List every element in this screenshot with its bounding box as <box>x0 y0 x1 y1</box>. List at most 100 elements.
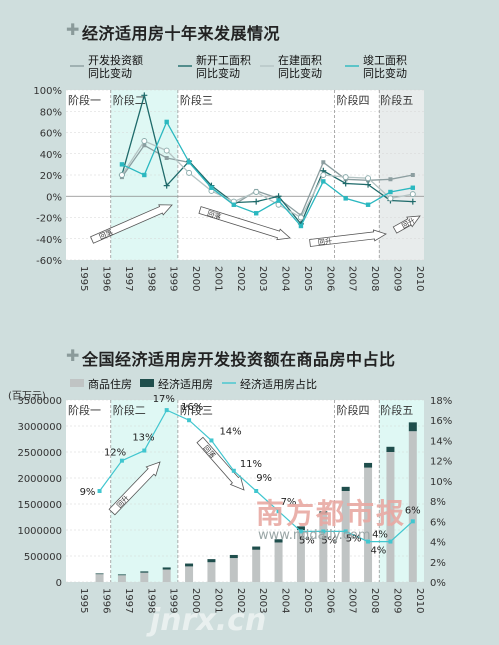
chart2-ytick-label: 3500000 <box>17 396 62 407</box>
chart1-point <box>321 179 326 184</box>
chart1-point <box>410 185 416 190</box>
chart1-point <box>321 160 326 165</box>
chart2-xtick-label: 2002 <box>235 588 246 613</box>
chart2-y2tick-label: 6% <box>430 517 446 528</box>
chart2-share-label: 17% <box>153 394 175 405</box>
chart2-share-point <box>97 489 102 493</box>
chart2-share-label: 9% <box>256 473 272 484</box>
chart1-phase-label: 阶段二 <box>113 93 146 107</box>
chart2-share-point <box>231 468 236 473</box>
chart2-share-label: 5% <box>346 533 362 544</box>
chart2-share-point <box>209 438 214 443</box>
chart2-xtick-label: 2009 <box>391 588 402 613</box>
chart1-point <box>186 160 192 165</box>
chart2-share-point <box>187 418 192 423</box>
chart1-xtick-label: 1998 <box>145 266 156 291</box>
chart2-bar-commercial <box>162 569 171 582</box>
chart1-xtick-label: 2007 <box>347 266 358 291</box>
chart1-point <box>342 174 349 181</box>
chart2-bar-affordable <box>408 422 417 432</box>
chart2-share-label: 16% <box>181 402 203 413</box>
chart2-share-label: 5% <box>299 535 315 546</box>
chart1-point <box>365 175 372 182</box>
chart2-bar-affordable <box>229 554 238 559</box>
chart2-share-label: 4% <box>370 546 386 557</box>
chart2-y2tick-label: 2% <box>430 558 446 569</box>
chart1-point <box>365 202 371 207</box>
chart1-point <box>141 92 148 99</box>
chart2-legend-swatch <box>140 379 154 387</box>
chart2-share-point <box>254 489 259 493</box>
chart2-share-point <box>321 529 326 534</box>
chart1-arrow-4-shape <box>392 215 421 234</box>
chart2-ytick-label: 0 <box>56 578 62 589</box>
chart2-phase-label: 阶段四 <box>337 403 370 417</box>
chart2-bar-commercial <box>95 574 104 582</box>
chart2-phase-label: 阶段二 <box>113 403 146 417</box>
chart1-xtick-label: 2008 <box>369 266 380 291</box>
chart1-arrow-2-shape <box>198 206 291 241</box>
chart1-point <box>410 173 415 177</box>
chart2-phase-label: 阶段一 <box>68 403 101 417</box>
chart2-xtick-label: 2004 <box>280 588 291 613</box>
chart1-point <box>142 172 147 178</box>
chart2-bar-commercial <box>140 572 149 582</box>
chart1-point <box>186 169 193 176</box>
chart2-bar-commercial <box>207 562 216 582</box>
chart1-xtick-label: 2006 <box>324 266 335 291</box>
chart2-legend-label: 商品住房 <box>88 377 132 391</box>
chart2-share-point <box>410 519 415 524</box>
chart1-xtick-label: 2003 <box>257 266 268 291</box>
chart2-bar-affordable <box>162 567 171 570</box>
chart2-bar-commercial <box>408 431 417 582</box>
chart2-ytick-label: 2500000 <box>17 448 62 459</box>
chart1-svg: 阶段一 阶段二 阶段三 阶段四 阶段五 100% 80% 60% 40% 20% 0% -20% -40… <box>33 53 424 291</box>
chart2-xtick-label: 1997 <box>123 588 134 613</box>
chart1-point <box>298 223 304 229</box>
chart2-bar-affordable <box>386 446 395 452</box>
chart2-y2tick-label: 10% <box>430 477 452 488</box>
plus-icon-2: ✚ <box>66 346 80 365</box>
chart1-point <box>320 172 327 178</box>
chart1-point <box>275 193 282 200</box>
chart1-ytick-label: -40% <box>36 235 62 246</box>
chart1-point <box>141 138 148 144</box>
chart2-share-point <box>119 458 124 463</box>
chart1-series-line-1 <box>121 144 413 217</box>
chart1-arrow-3-shape <box>309 229 387 247</box>
chart2-xtick-label: 2000 <box>190 588 201 613</box>
chart2-xtick-label: 2001 <box>212 588 223 613</box>
chart2-xtick-label: 2007 <box>347 588 358 613</box>
chart2-arrow-2-shape <box>196 436 245 491</box>
chart1-point <box>388 189 393 195</box>
chart2-bar-commercial <box>252 549 261 582</box>
chart2-share-point <box>298 529 303 534</box>
chart2-bar-commercial <box>274 542 283 582</box>
chart2-phase-label: 阶段五 <box>380 403 413 417</box>
chart2-bar-affordable <box>185 563 194 567</box>
chart2-bar-affordable <box>364 462 373 468</box>
chart2-bar-commercial <box>296 530 305 582</box>
chart2-bar-affordable <box>296 526 305 530</box>
chart2-y2tick-label: 12% <box>430 457 452 468</box>
watermark-site: www.nddaily.com <box>258 528 371 543</box>
chart2-y2tick-label: 18% <box>430 396 452 407</box>
chart2-bar-commercial <box>319 514 328 582</box>
chart1-point <box>164 119 169 125</box>
chart2-legend-swatch <box>70 379 84 387</box>
chart2-y2tick-label: 16% <box>430 416 452 427</box>
chart2-xtick-label: 2008 <box>369 588 380 613</box>
chart2-bar-commercial <box>185 566 194 582</box>
chart1-point <box>388 177 393 182</box>
chart2-share-label: 14% <box>219 426 241 437</box>
chart1-phase-label: 阶段一 <box>68 93 101 107</box>
chart1-xtick-label: 2005 <box>302 266 313 291</box>
chart1-ytick-label: 0% <box>46 192 62 203</box>
chart2-bar-commercial <box>341 491 350 582</box>
chart1-legend-label: 新开工面积 <box>196 53 251 67</box>
chart1-point <box>365 181 372 188</box>
chart2-ytick-label: 3000000 <box>17 422 62 433</box>
chart1-legend-label: 竣工面积 <box>363 53 407 67</box>
chart2-bar-affordable <box>274 539 283 543</box>
